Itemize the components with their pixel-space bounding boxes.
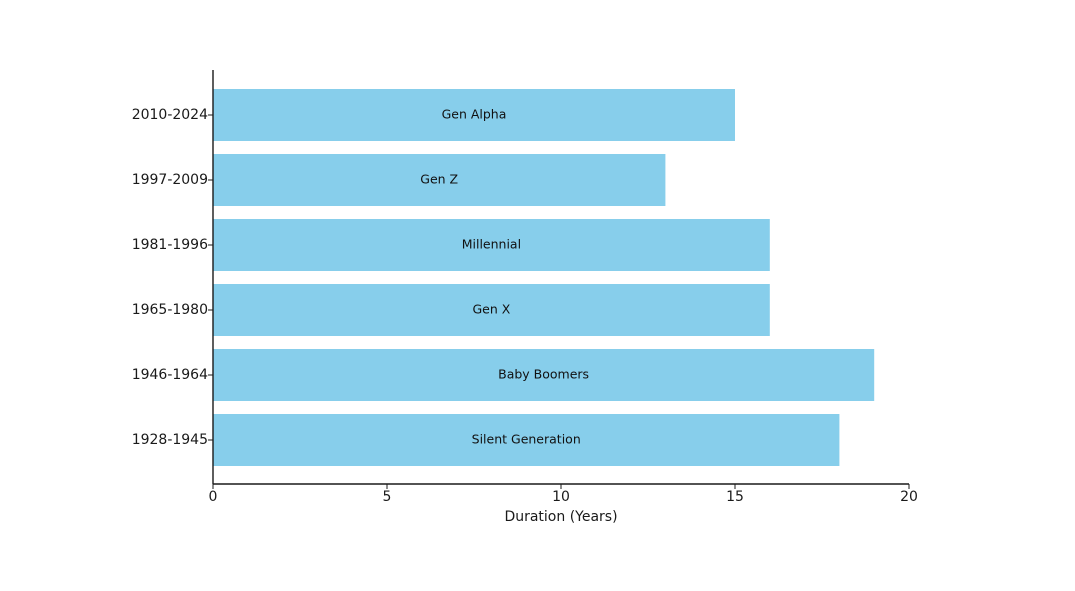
x-tick-label: 15 [726,489,744,505]
bar-1965-1980 [213,284,770,336]
y-tick-label: 1928-1945 [132,432,208,448]
bar-1928-1945 [213,414,840,466]
x-tick-label: 5 [383,489,392,505]
y-tick-label: 1965-1980 [132,302,208,318]
axes-layer [208,70,910,489]
x-tick-labels: 0 5 10 15 20 [209,489,918,505]
bar-1997-2009 [213,154,666,206]
x-tick-label: 0 [209,489,218,505]
bars-layer [213,89,875,466]
x-tick-label: 10 [552,489,570,505]
bar-2010-2024 [213,89,735,141]
x-tick-label: 20 [900,489,918,505]
y-tick-label: 1981-1996 [132,237,208,253]
bar-label: Gen X [472,302,510,317]
bar-label: Gen Alpha [442,107,507,122]
y-tick-labels: 1928-1945 1946-1964 1965-1980 1981-1996 1997… [132,107,208,448]
x-axis-title: Duration (Years) [504,509,617,525]
bar-labels-layer: Silent Generation Baby Boomers Gen X Millen… [420,107,589,447]
bar-1981-1996 [213,219,770,271]
y-tick-label: 1946-1964 [132,367,208,383]
bar-label: Gen Z [420,172,458,187]
bar-label: Silent Generation [472,432,581,447]
bar-label: Millennial [462,237,521,252]
y-tick-label: 2010-2024 [132,107,208,123]
bar-1946-1964 [213,349,875,401]
y-tick-label: 1997-2009 [132,172,208,188]
bar-label: Baby Boomers [498,367,589,382]
